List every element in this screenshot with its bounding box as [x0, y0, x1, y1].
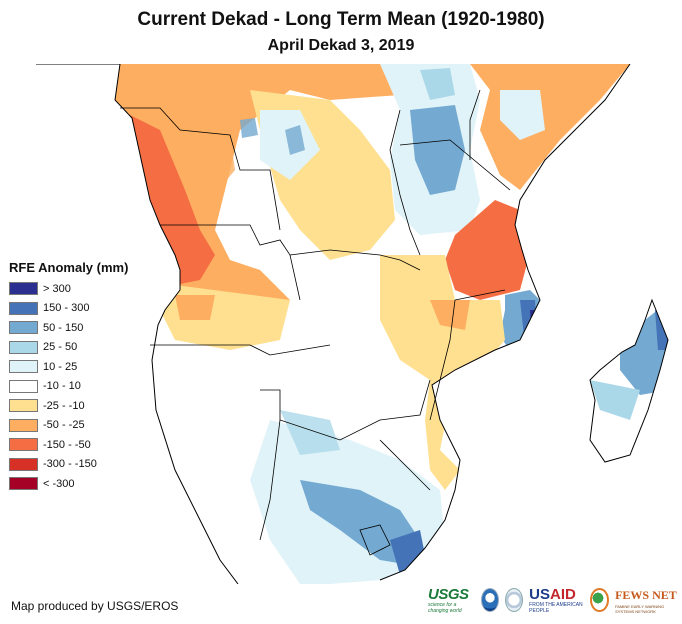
- legend-item: -150 - -50: [9, 435, 128, 455]
- legend: RFE Anomaly (mm) > 300 150 - 300 50 - 150 2…: [9, 260, 128, 494]
- legend-label: > 300: [43, 282, 71, 295]
- legend-label: -50 - -25: [43, 419, 85, 432]
- legend-item: 10 - 25: [9, 357, 128, 377]
- legend-label: -300 - -150: [43, 458, 97, 471]
- legend-swatch: [9, 457, 38, 471]
- legend-item: 25 - 50: [9, 338, 128, 358]
- legend-swatch: [9, 360, 38, 374]
- legend-item: > 300: [9, 279, 128, 299]
- noaa-logo-icon: [480, 588, 499, 612]
- legend-item: 50 - 150: [9, 318, 128, 338]
- legend-swatch: [9, 379, 38, 393]
- logo-bar: USGS science for a changing world USAID …: [428, 586, 682, 614]
- map-subtitle: April Dekad 3, 2019: [267, 37, 415, 54]
- madagascar-outline: [589, 298, 669, 463]
- legend-label: -25 - -10: [43, 399, 85, 412]
- legend-title: RFE Anomaly (mm): [9, 260, 129, 275]
- legend-label: < -300: [43, 477, 75, 490]
- coastline: [36, 64, 631, 584]
- legend-item: -10 - 10: [9, 377, 128, 397]
- legend-label: 25 - 50: [43, 341, 78, 354]
- map-credit: Map produced by USGS/EROS: [11, 599, 179, 613]
- usaid-logo: USAID FROM THE AMERICAN PEOPLE: [529, 586, 583, 614]
- legend-label: -10 - 10: [43, 380, 81, 393]
- legend-label: 50 - 150: [43, 321, 84, 334]
- map-title: Current Dekad - Long Term Mean (1920-198…: [137, 9, 545, 30]
- legend-swatch: [9, 282, 38, 296]
- usgs-logo: USGS science for a changing world: [428, 586, 469, 614]
- legend-item: < -300: [9, 474, 128, 494]
- usaid-seal-icon: [504, 588, 524, 612]
- fews-net-logo: FEWS NET FAMINE EARLY WARNING SYSTEMS NE…: [615, 588, 677, 614]
- madagascar-anomaly: [590, 300, 668, 462]
- country-borders: [120, 89, 511, 556]
- legend-item: 150 - 300: [9, 299, 128, 319]
- legend-swatch: [9, 321, 38, 335]
- legend-swatch: [9, 399, 38, 413]
- legend-label: 10 - 25: [43, 360, 78, 373]
- legend-swatch: [9, 438, 38, 452]
- legend-swatch: [9, 301, 38, 315]
- fews-globe-icon: [590, 588, 610, 612]
- legend-label: -150 - -50: [43, 438, 91, 451]
- legend-swatch: [9, 340, 38, 354]
- legend-swatch: [9, 477, 38, 491]
- legend-label: 150 - 300: [43, 302, 90, 315]
- legend-item: -300 - -150: [9, 455, 128, 475]
- legend-swatch: [9, 418, 38, 432]
- legend-item: -25 - -10: [9, 396, 128, 416]
- anomaly-map: [36, 64, 669, 584]
- legend-item: -50 - -25: [9, 416, 128, 436]
